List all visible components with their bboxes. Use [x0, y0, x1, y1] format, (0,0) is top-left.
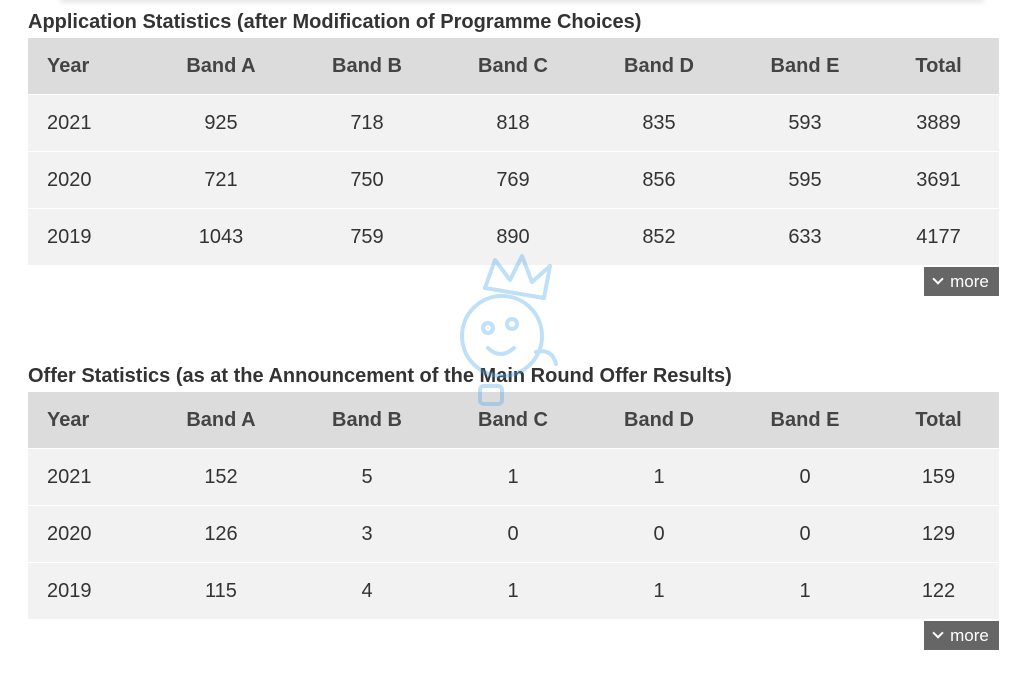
offer-statistics-table: Year Band A Band B Band C Band D Band E … [28, 392, 999, 619]
table-cell: 1 [440, 562, 586, 619]
table-cell: 2019 [28, 208, 148, 265]
table-cell: 122 [878, 562, 999, 619]
table-header-row: Year Band A Band B Band C Band D Band E … [28, 392, 999, 449]
table-cell: 1 [440, 448, 586, 506]
table-cell: 3 [294, 505, 440, 563]
table-cell: 2020 [28, 151, 148, 209]
column-header: Band C [440, 392, 586, 449]
table-cell: 1043 [148, 208, 294, 265]
table-cell: 2019 [28, 562, 148, 619]
table-cell: 818 [440, 94, 586, 152]
application-statistics-section: Application Statistics (after Modificati… [28, 6, 999, 297]
table-cell: 115 [148, 562, 294, 619]
column-header: Band A [148, 392, 294, 449]
column-header: Band E [732, 38, 878, 95]
table-cell: 835 [586, 94, 732, 152]
offer-statistics-title: Offer Statistics (as at the Announcement… [28, 365, 732, 387]
column-header: Year [28, 392, 148, 449]
more-row: more [28, 267, 999, 297]
table-cell: 1 [586, 448, 732, 506]
table-cell: 1 [732, 562, 878, 619]
table-cell: 129 [878, 505, 999, 563]
table-row: 2021 152 5 1 1 0 159 [28, 448, 999, 506]
table-cell: 0 [732, 448, 878, 506]
table-cell: 2021 [28, 94, 148, 152]
column-header: Band D [586, 392, 732, 449]
table-cell: 1 [586, 562, 732, 619]
table-cell: 152 [148, 448, 294, 506]
table-cell: 856 [586, 151, 732, 209]
more-label: more [950, 625, 989, 645]
column-header: Band A [148, 38, 294, 95]
chevron-down-icon [932, 273, 944, 285]
table-cell: 718 [294, 94, 440, 152]
application-more-button[interactable]: more [924, 267, 999, 296]
table-row: 2020 126 3 0 0 0 129 [28, 505, 999, 563]
column-header: Total [878, 38, 999, 95]
offer-more-button[interactable]: more [924, 621, 999, 650]
table-cell: 0 [440, 505, 586, 563]
table-row: 2020 721 750 769 856 595 3691 [28, 151, 999, 209]
table-row: 2021 925 718 818 835 593 3889 [28, 94, 999, 152]
table-row: 2019 115 4 1 1 1 122 [28, 562, 999, 619]
table-cell: 925 [148, 94, 294, 152]
offer-statistics-section: Offer Statistics (as at the Announcement… [28, 360, 999, 651]
table-cell: 721 [148, 151, 294, 209]
table-cell: 5 [294, 448, 440, 506]
table-header-row: Year Band A Band B Band C Band D Band E … [28, 38, 999, 95]
chevron-down-icon [932, 627, 944, 639]
column-header: Total [878, 392, 999, 449]
table-cell: 0 [732, 505, 878, 563]
table-cell: 593 [732, 94, 878, 152]
application-statistics-title: Application Statistics (after Modificati… [28, 11, 642, 33]
column-header: Band B [294, 392, 440, 449]
table-cell: 633 [732, 208, 878, 265]
table-cell: 3691 [878, 151, 999, 209]
table-cell: 4177 [878, 208, 999, 265]
table-cell: 769 [440, 151, 586, 209]
column-header: Band C [440, 38, 586, 95]
more-label: more [950, 271, 989, 291]
column-header: Year [28, 38, 148, 95]
column-header: Band D [586, 38, 732, 95]
table-cell: 750 [294, 151, 440, 209]
table-row: 2019 1043 759 890 852 633 4177 [28, 208, 999, 265]
application-statistics-table: Year Band A Band B Band C Band D Band E … [28, 38, 999, 265]
table-cell: 2020 [28, 505, 148, 563]
table-cell: 159 [878, 448, 999, 506]
table-cell: 4 [294, 562, 440, 619]
column-header: Band B [294, 38, 440, 95]
table-cell: 852 [586, 208, 732, 265]
table-cell: 3889 [878, 94, 999, 152]
column-header: Band E [732, 392, 878, 449]
table-cell: 759 [294, 208, 440, 265]
table-cell: 2021 [28, 448, 148, 506]
table-cell: 0 [586, 505, 732, 563]
table-cell: 595 [732, 151, 878, 209]
table-cell: 890 [440, 208, 586, 265]
more-row: more [28, 621, 999, 651]
table-cell: 126 [148, 505, 294, 563]
